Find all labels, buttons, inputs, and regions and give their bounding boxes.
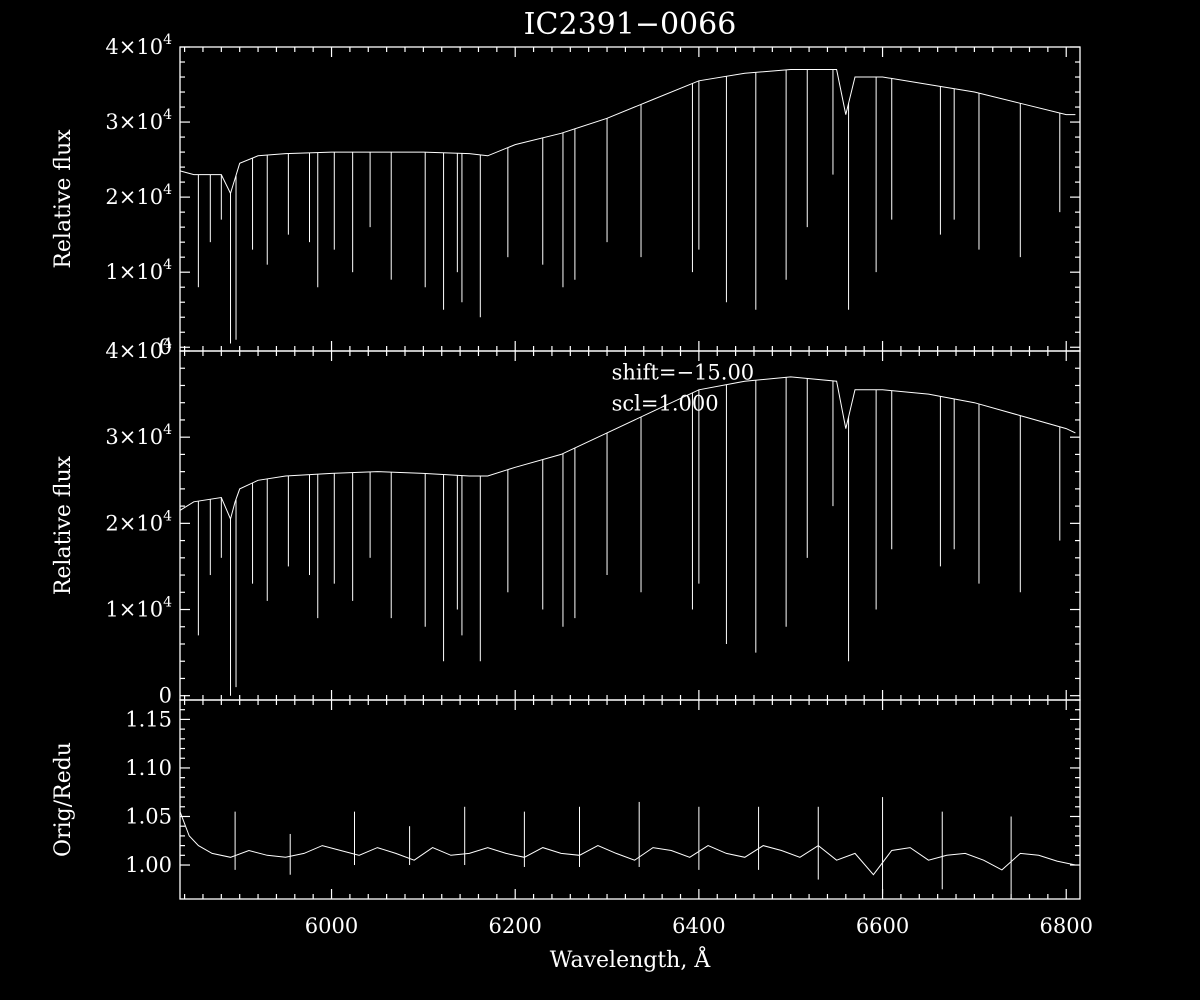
y-tick-exponent: 4 bbox=[163, 182, 172, 198]
annotation-text: scl=1.000 bbox=[612, 391, 719, 415]
y-tick-exponent: 4 bbox=[163, 107, 172, 123]
y-tick-mantissa: 1.05 bbox=[125, 804, 172, 828]
y-axis-label: Orig/Redu bbox=[51, 742, 76, 857]
annotation-text: shift=−15.00 bbox=[612, 360, 755, 384]
x-tick-label: 6600 bbox=[856, 914, 909, 938]
y-tick-exponent: 4 bbox=[163, 257, 172, 273]
y-tick-label: 3×104 bbox=[105, 107, 172, 134]
series-line bbox=[179, 69, 1076, 195]
y-tick-mantissa: 3×10 bbox=[105, 110, 163, 134]
y-tick-mantissa: 1.15 bbox=[125, 707, 172, 731]
y-tick-mantissa: 1×10 bbox=[105, 260, 163, 284]
y-tick-mantissa: 3×10 bbox=[105, 425, 163, 449]
y-tick-exponent: 4 bbox=[163, 422, 172, 438]
y-tick-mantissa: 0 bbox=[159, 684, 172, 708]
series-line bbox=[179, 376, 1076, 521]
y-tick-label: 2×104 bbox=[105, 182, 172, 209]
y-tick-exponent: 4 bbox=[163, 336, 172, 352]
y-tick-exponent: 4 bbox=[163, 508, 172, 524]
y-tick-exponent: 4 bbox=[163, 32, 172, 48]
y-tick-label: 0 bbox=[159, 335, 172, 359]
y-tick-label: 2×104 bbox=[105, 508, 172, 535]
y-tick-mantissa: 2×10 bbox=[105, 511, 163, 535]
y-tick-label: 1.05 bbox=[125, 804, 172, 828]
plot-frame bbox=[179, 699, 1081, 900]
y-tick-exponent: 4 bbox=[163, 595, 172, 611]
y-axis-label: Relative flux bbox=[51, 455, 76, 595]
y-tick-mantissa: 0 bbox=[159, 335, 172, 359]
y-tick-label: 1×104 bbox=[105, 595, 172, 622]
x-tick-label: 6800 bbox=[1039, 914, 1092, 938]
series-line bbox=[179, 811, 1076, 876]
y-tick-mantissa: 1.00 bbox=[125, 853, 172, 877]
y-tick-label: 1×104 bbox=[105, 257, 172, 284]
y-tick-label: 3×104 bbox=[105, 422, 172, 449]
chart-title: IC2391−0066 bbox=[524, 7, 737, 42]
y-tick-mantissa: 4×10 bbox=[105, 35, 163, 59]
y-tick-label: 1.10 bbox=[125, 756, 172, 780]
x-tick-label: 6000 bbox=[305, 914, 358, 938]
y-tick-mantissa: 2×10 bbox=[105, 185, 163, 209]
y-tick-mantissa: 1×10 bbox=[105, 598, 163, 622]
y-axis-label: Relative flux bbox=[51, 129, 76, 269]
x-axis-label: Wavelength, Å bbox=[550, 945, 712, 973]
y-tick-label: 1.15 bbox=[125, 707, 172, 731]
panel-3: 1.00 1.05 1.10 1.15 Orig/Redu 6000 6200 6400 660… bbox=[51, 699, 1093, 973]
plot-frame bbox=[179, 46, 1081, 352]
y-tick-mantissa: 4×10 bbox=[105, 339, 163, 363]
y-tick-mantissa: 1.10 bbox=[125, 756, 172, 780]
x-tick-label: 6400 bbox=[672, 914, 725, 938]
x-tick-label: 6200 bbox=[488, 914, 541, 938]
y-tick-label: 4×104 bbox=[105, 336, 172, 363]
y-tick-label: 4×104 bbox=[105, 32, 172, 59]
y-tick-label: 1.00 bbox=[125, 853, 172, 877]
y-tick-label: 0 bbox=[159, 684, 172, 708]
